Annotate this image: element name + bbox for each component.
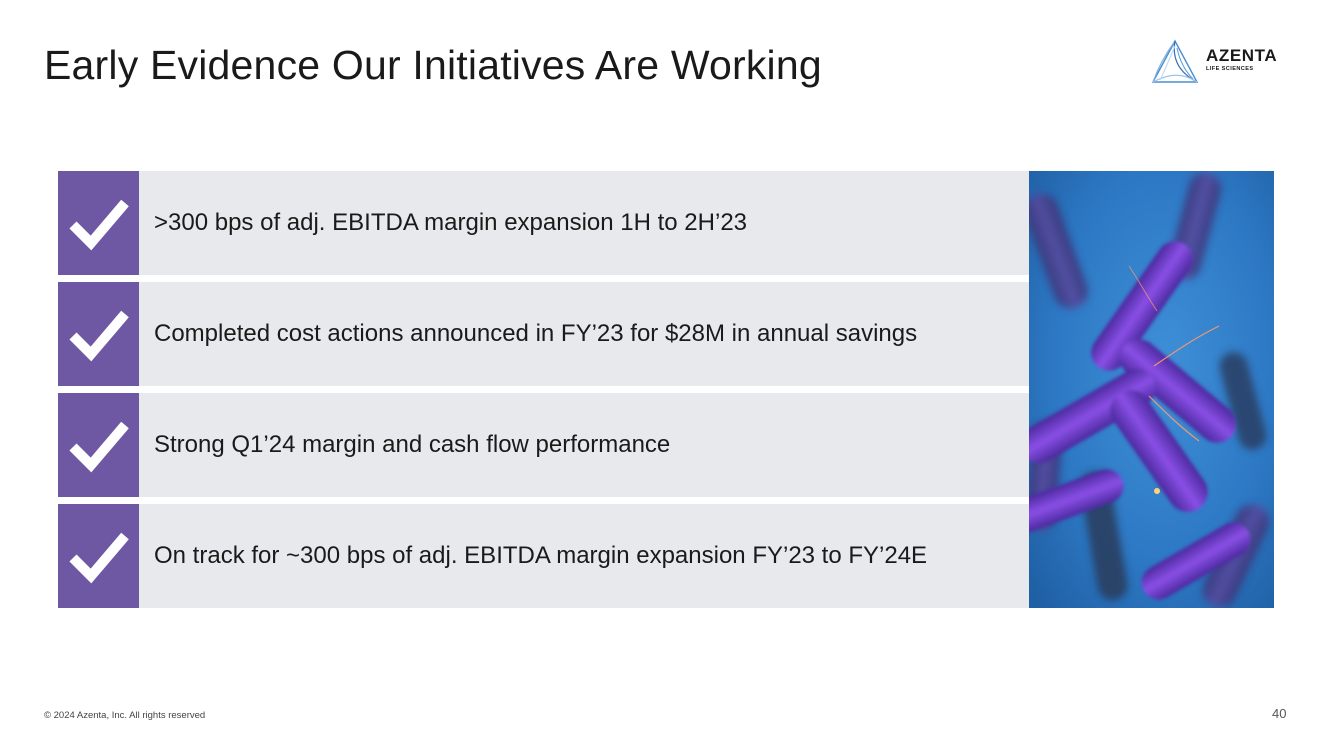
logo-tagline: LIFE SCIENCES <box>1206 66 1254 72</box>
azenta-triangle-logo-icon <box>1151 39 1199 83</box>
page-number: 40 <box>1272 706 1287 721</box>
copyright-footer: © 2024 Azenta, Inc. All rights reserved <box>44 710 206 721</box>
slide-title: Early Evidence Our Initiatives Are Worki… <box>44 42 822 88</box>
check-tile <box>58 393 139 497</box>
check-tile <box>58 504 139 608</box>
company-logo: AZENTA LIFE SCIENCES <box>1150 38 1295 86</box>
list-item: Strong Q1’24 margin and cash flow perfor… <box>58 393 1029 497</box>
checkmark-icon <box>69 421 129 473</box>
item-text: Completed cost actions announced in FY’2… <box>154 320 918 347</box>
check-tile <box>58 282 139 386</box>
list-item: >300 bps of adj. EBITDA margin expansion… <box>58 171 1029 275</box>
list-item: On track for ~300 bps of adj. EBITDA mar… <box>58 504 1029 608</box>
chromosome-photo <box>1029 171 1274 608</box>
item-text: Strong Q1’24 margin and cash flow perfor… <box>154 431 671 458</box>
logo-wordmark: AZENTA <box>1206 46 1278 65</box>
item-text: On track for ~300 bps of adj. EBITDA mar… <box>154 542 928 569</box>
item-text: >300 bps of adj. EBITDA margin expansion… <box>154 209 748 236</box>
list-item: Completed cost actions announced in FY’2… <box>58 282 1029 386</box>
checkmark-icon <box>69 199 129 251</box>
checkmark-icon <box>69 532 129 584</box>
initiatives-list: >300 bps of adj. EBITDA margin expansion… <box>58 171 1029 615</box>
check-tile <box>58 171 139 275</box>
checkmark-icon <box>69 310 129 362</box>
